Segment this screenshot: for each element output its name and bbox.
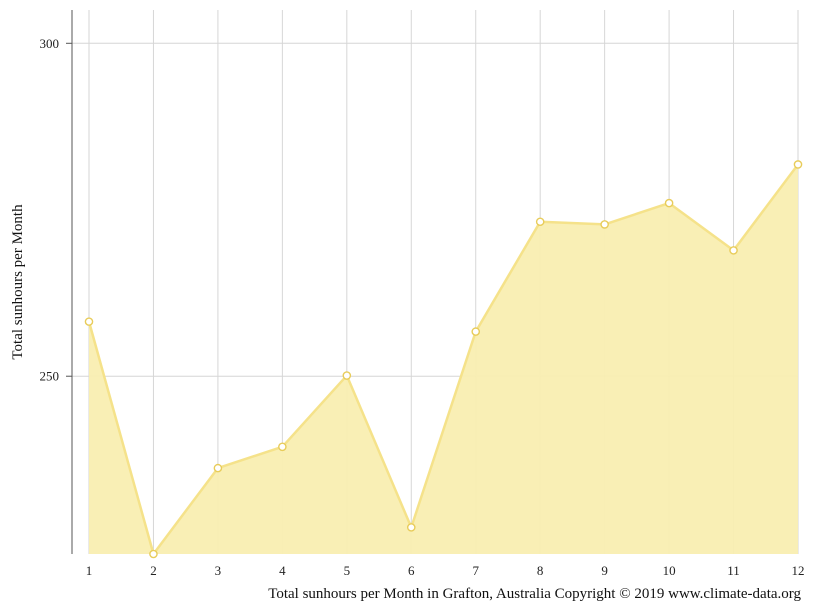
data-point-1 (84, 317, 94, 326)
sunhours-area (89, 164, 798, 554)
x-tick-label: 8 (537, 563, 544, 578)
data-point-3 (213, 463, 223, 473)
sunhours-line (87, 163, 799, 556)
data-point-7 (471, 327, 481, 336)
x-tick-label: 5 (344, 563, 351, 578)
x-tick-label: 2 (150, 563, 157, 578)
data-point-9 (600, 220, 609, 229)
data-point-12 (793, 160, 803, 169)
data-point-4 (278, 442, 287, 452)
x-axis-title: Total sunhours per Month in Grafton, Aus… (268, 586, 801, 602)
x-tick-label: 4 (279, 563, 286, 578)
data-point-2 (149, 549, 158, 559)
x-tick-label: 9 (601, 563, 608, 578)
data-points (84, 160, 803, 559)
x-tick-label: 10 (663, 563, 676, 578)
x-tick-label: 3 (215, 563, 222, 578)
y-tick-label: 250 (40, 369, 60, 384)
x-tick-label: 12 (792, 563, 805, 578)
y-tick-label: 300 (40, 36, 60, 51)
x-tick-label: 1 (86, 563, 93, 578)
x-tick-label: 6 (408, 563, 415, 578)
x-tick-label: 7 (472, 563, 479, 578)
data-point-6 (406, 523, 416, 532)
y-axis-title: Total sunhours per Month (10, 204, 26, 360)
x-tick-label: 11 (727, 563, 740, 578)
data-point-10 (664, 198, 674, 208)
data-point-8 (535, 217, 545, 227)
y-axis-ticks: 250 300 (40, 36, 72, 384)
x-axis-ticks: 1 2 3 4 5 6 7 8 9 10 11 12 (86, 563, 805, 578)
data-point-5 (342, 371, 352, 380)
data-point-11 (729, 246, 738, 255)
